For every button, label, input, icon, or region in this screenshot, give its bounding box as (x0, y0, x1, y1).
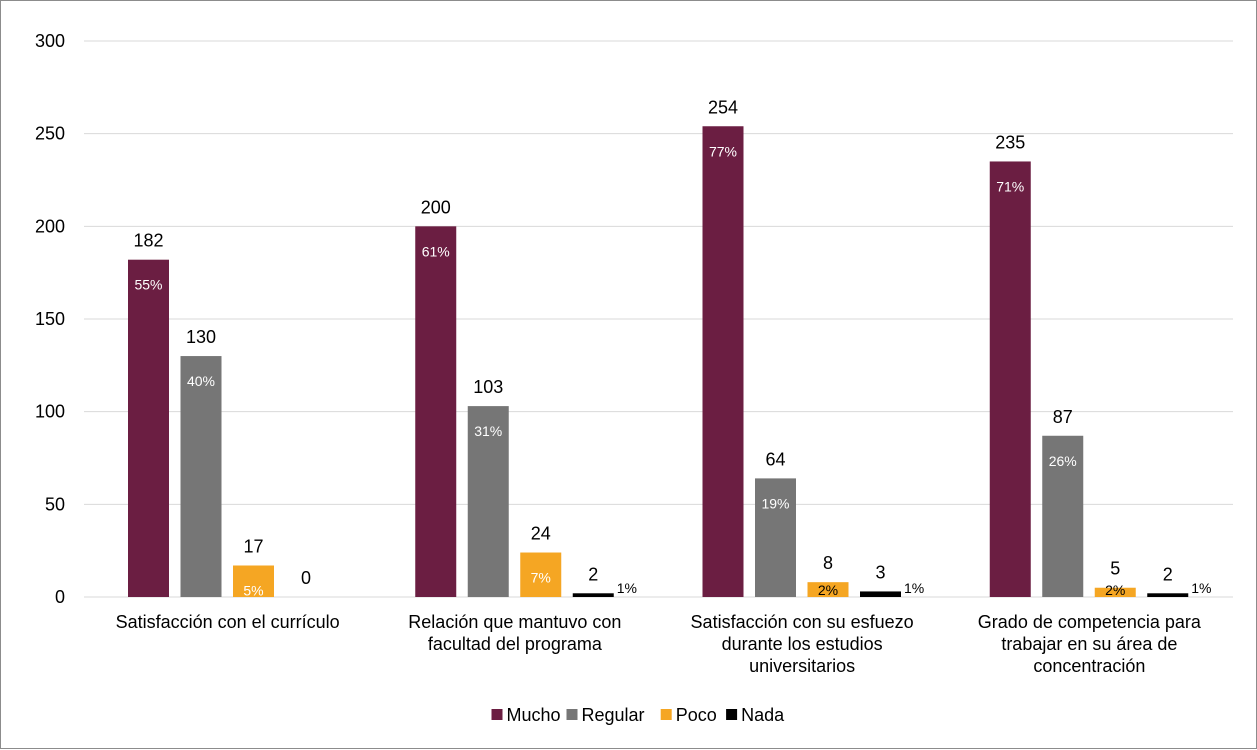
y-tick-label: 100 (35, 402, 65, 422)
value-label: 17 (243, 536, 263, 556)
y-tick-label: 300 (35, 31, 65, 51)
value-label: 5 (1110, 559, 1120, 579)
percent-label: 40% (187, 373, 215, 389)
bar-regular (180, 356, 222, 597)
y-axis: 0 50 100 150 200 250 300 (35, 31, 65, 607)
value-label: 182 (133, 231, 163, 251)
value-label: 254 (708, 97, 738, 117)
percent-label: 19% (761, 495, 789, 511)
y-tick-label: 0 (55, 587, 65, 607)
bar-poco (1094, 587, 1136, 597)
percent-label: 1% (617, 580, 637, 596)
bar-poco (233, 565, 274, 597)
percent-label: 2% (1105, 582, 1125, 598)
x-axis: Satisfacción con el currículo Relación qu… (116, 612, 1202, 676)
y-tick-label: 50 (45, 494, 65, 514)
bar-mucho (702, 126, 744, 598)
value-label: 87 (1053, 407, 1073, 427)
category-label-line: Satisfacción con su esfuezo (691, 612, 914, 632)
category-label-line: universitarios (749, 656, 855, 676)
legend: Mucho Regular Poco Nada (491, 705, 785, 725)
percent-label: 71% (996, 178, 1024, 194)
category-label-line: Satisfacción con el currículo (116, 612, 340, 632)
y-tick-label: 250 (35, 124, 65, 144)
legend-label-mucho: Mucho (507, 705, 561, 725)
percent-label: 31% (474, 423, 502, 439)
value-label: 24 (531, 524, 551, 544)
legend-label-poco: Poco (676, 705, 717, 725)
bar-nada (1147, 593, 1189, 597)
value-label: 2 (588, 564, 598, 584)
category-label-line: concentración (1033, 656, 1145, 676)
category-label: Satisfacción con su esfuezo durante los e… (691, 612, 914, 676)
bar-mucho (989, 161, 1031, 597)
percent-label: 7% (531, 570, 551, 586)
bar-poco (520, 552, 562, 597)
percent-label: 55% (134, 277, 162, 293)
bar-nada (572, 593, 614, 597)
bar-regular (1042, 435, 1084, 597)
bar-regular (467, 406, 509, 597)
value-label: 3 (875, 562, 885, 582)
percent-label: 61% (422, 243, 450, 259)
category-label-line: trabajar en su área de (1001, 634, 1177, 654)
category-label: Satisfacción con el currículo (116, 612, 340, 632)
percent-label: 1% (904, 580, 924, 596)
value-label: 103 (473, 377, 503, 397)
bar-mucho (415, 226, 457, 598)
value-label: 2 (1163, 564, 1173, 584)
legend-swatch-mucho (491, 709, 503, 720)
y-tick-label: 200 (35, 216, 65, 236)
category-label-line: durante los estudios (722, 634, 883, 654)
value-label: 64 (765, 449, 785, 469)
legend-label-nada: Nada (741, 705, 785, 725)
value-label: 200 (421, 197, 451, 217)
value-label: 8 (823, 553, 833, 573)
percent-label: 2% (818, 582, 838, 598)
percent-label: 1% (1191, 580, 1211, 596)
percent-label: 5% (243, 582, 263, 598)
bar-mucho (128, 259, 169, 597)
bar-regular (755, 478, 796, 597)
percent-label: 77% (709, 143, 737, 159)
y-tick-label: 150 (35, 309, 65, 329)
bar-poco (807, 582, 849, 597)
legend-swatch-poco (660, 709, 672, 720)
legend-swatch-regular (566, 709, 578, 720)
bars (128, 126, 1189, 598)
legend-swatch-nada (726, 709, 738, 720)
gridlines (84, 40, 1233, 598)
value-label: 235 (995, 132, 1025, 152)
category-label: Relación que mantuvo con facultad del pro… (408, 612, 621, 654)
category-label-line: facultad del programa (428, 634, 603, 654)
category-label-line: Grado de competencia para (978, 612, 1202, 632)
bar-nada (860, 591, 901, 597)
category-label-line: Relación que mantuvo con (408, 612, 621, 632)
legend-label-regular: Regular (582, 705, 645, 725)
value-label: 130 (186, 327, 216, 347)
percent-label: 26% (1049, 453, 1077, 469)
value-label: 0 (301, 568, 311, 588)
category-label: Grado de competencia para trabajar en su … (978, 612, 1202, 676)
